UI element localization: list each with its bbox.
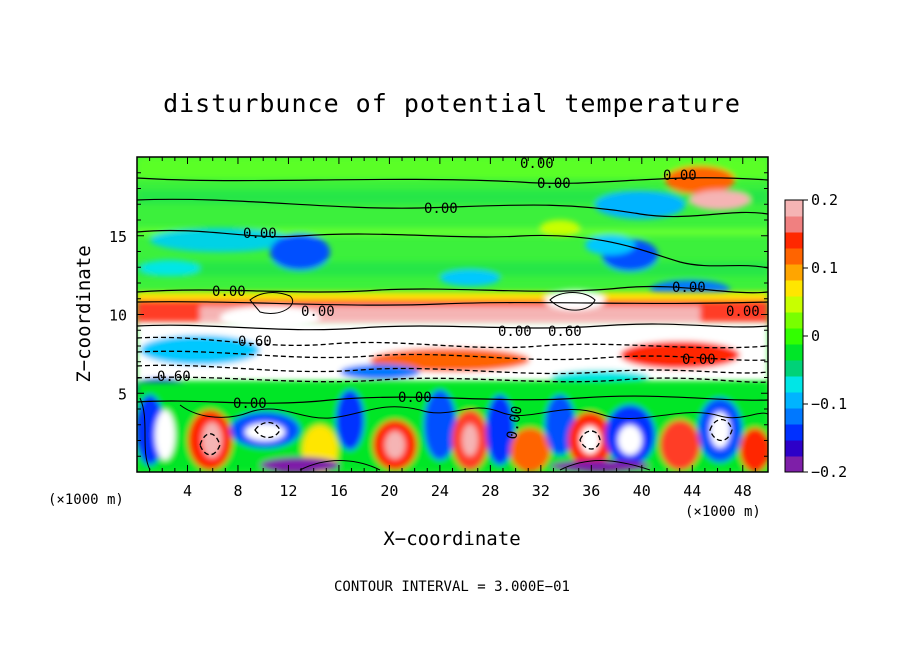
contour-label: 0.00 <box>504 405 526 441</box>
colorbar-swatch <box>785 392 803 409</box>
colorbar-swatch <box>785 344 803 361</box>
contour-label: 0.00 <box>537 176 571 192</box>
contour-label: 0.00 <box>672 280 706 296</box>
colorbar: 0.2 0.1 0 −0.1 −0.2 <box>784 191 847 481</box>
x-tick-label: 28 <box>481 482 499 500</box>
contour-lines <box>137 177 768 404</box>
x-tick-label: 12 <box>279 482 297 500</box>
contour-label: 0.00 <box>243 226 277 242</box>
x-unit-right: (×1000 m) <box>685 504 761 520</box>
x-tick-label: 44 <box>683 482 701 500</box>
contour-label: 0.00 <box>663 168 697 184</box>
contour-label: 0.00 <box>212 284 246 300</box>
colorbar-tick-label: −0.1 <box>811 395 847 413</box>
y-tick-label: 5 <box>118 385 127 403</box>
x-tick-label: 4 <box>183 482 192 500</box>
contour-label: 0.00 <box>520 156 554 172</box>
y-axis: 5 10 15 <box>109 172 768 457</box>
contour-label: 0.60 <box>238 334 272 350</box>
contour-label: 0.00 <box>301 304 335 320</box>
contour-lines-lower <box>139 292 768 471</box>
colorbar-swatch <box>785 376 803 393</box>
contour-interval-caption: CONTOUR INTERVAL = 3.000E−01 <box>334 579 570 595</box>
chart-title: disturbunce of potential temperature <box>163 89 741 118</box>
colorbar-swatch <box>785 312 803 329</box>
colorbar-swatch <box>785 408 803 425</box>
colorbar-tick-label: 0.2 <box>811 191 838 209</box>
contour-labels: 0.00 0.00 0.00 0.00 0.00 0.00 0.00 0.00 … <box>157 156 760 441</box>
heatmap-field-warm-layer <box>137 290 768 330</box>
y-axis-label: Z−coordinate <box>73 245 95 382</box>
x-tick-label: 36 <box>582 482 600 500</box>
contour-label: 0.00 <box>498 324 532 340</box>
colorbar-swatch <box>785 328 803 345</box>
colorbar-tick-label: 0.1 <box>811 259 838 277</box>
x-axis-label: X−coordinate <box>383 528 520 550</box>
y-tick-label: 10 <box>109 307 127 325</box>
heatmap-field-lower <box>137 382 768 472</box>
contour-label: 0.60 <box>548 324 582 340</box>
x-axis: 4 8 12 16 20 24 28 32 36 40 44 48 <box>149 157 756 500</box>
colorbar-swatch <box>785 200 803 217</box>
colorbar-tick-label: 0 <box>811 327 820 345</box>
colorbar-swatch <box>785 440 803 457</box>
colorbar-swatch <box>785 232 803 249</box>
colorbar-swatch <box>785 264 803 281</box>
contour-lines-dashed <box>137 336 768 456</box>
contour-label: 0.00 <box>726 304 760 320</box>
contour-label: 0.00 <box>398 390 432 406</box>
contour-label: 0.00 <box>233 396 267 412</box>
contour-label: 0.00 <box>424 201 458 217</box>
colorbar-swatch <box>785 456 803 473</box>
x-tick-label: 8 <box>233 482 242 500</box>
x-tick-label: 16 <box>330 482 348 500</box>
colorbar-swatch <box>785 360 803 377</box>
plot-area: 0.00 0.00 0.00 0.00 0.00 0.00 0.00 0.00 … <box>137 156 768 472</box>
y-tick-label: 15 <box>109 228 127 246</box>
colorbar-swatch <box>785 248 803 265</box>
colorbar-swatch <box>785 424 803 441</box>
x-tick-label: 48 <box>734 482 752 500</box>
colorbar-swatch <box>785 216 803 233</box>
x-tick-label: 24 <box>431 482 449 500</box>
x-tick-label: 20 <box>380 482 398 500</box>
contour-label: 0.60 <box>157 369 191 385</box>
x-unit-left: (×1000 m) <box>48 492 124 508</box>
x-tick-label: 32 <box>532 482 550 500</box>
contour-label: 0.00 <box>682 352 716 368</box>
colorbar-tick-label: −0.2 <box>811 463 847 481</box>
x-tick-label: 40 <box>633 482 651 500</box>
colorbar-swatch <box>785 280 803 297</box>
colorbar-swatch <box>785 296 803 313</box>
